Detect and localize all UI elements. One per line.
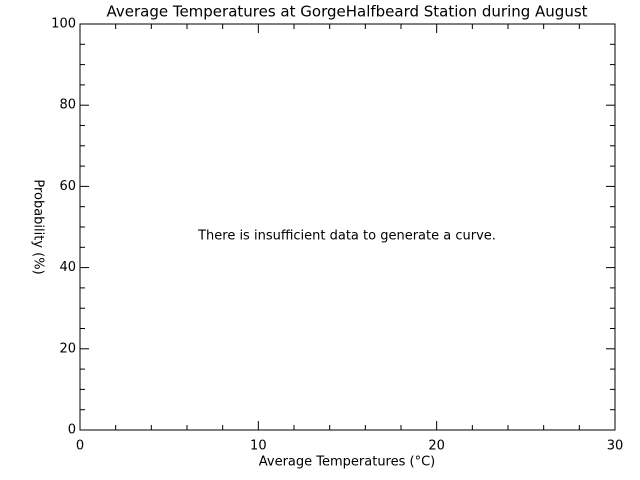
x-tick-label: 0 — [76, 439, 84, 454]
y-axis-label: Probability (%) — [31, 179, 46, 274]
y-tick-label: 20 — [59, 341, 76, 356]
annotation: There is insufficient data to generate a… — [197, 229, 496, 244]
chart-title: Average Temperatures at GorgeHalfbeard S… — [106, 3, 587, 21]
x-tick-label: 10 — [250, 439, 267, 454]
y-tick-label: 100 — [51, 17, 76, 32]
x-axis-label: Average Temperatures (°C) — [259, 455, 436, 470]
y-tick-label: 0 — [68, 423, 76, 438]
y-tick-label: 40 — [59, 260, 76, 275]
y-tick-label: 60 — [59, 179, 76, 194]
x-tick-label: 30 — [607, 439, 624, 454]
y-tick-label: 80 — [59, 98, 76, 113]
x-tick-label: 20 — [428, 439, 445, 454]
